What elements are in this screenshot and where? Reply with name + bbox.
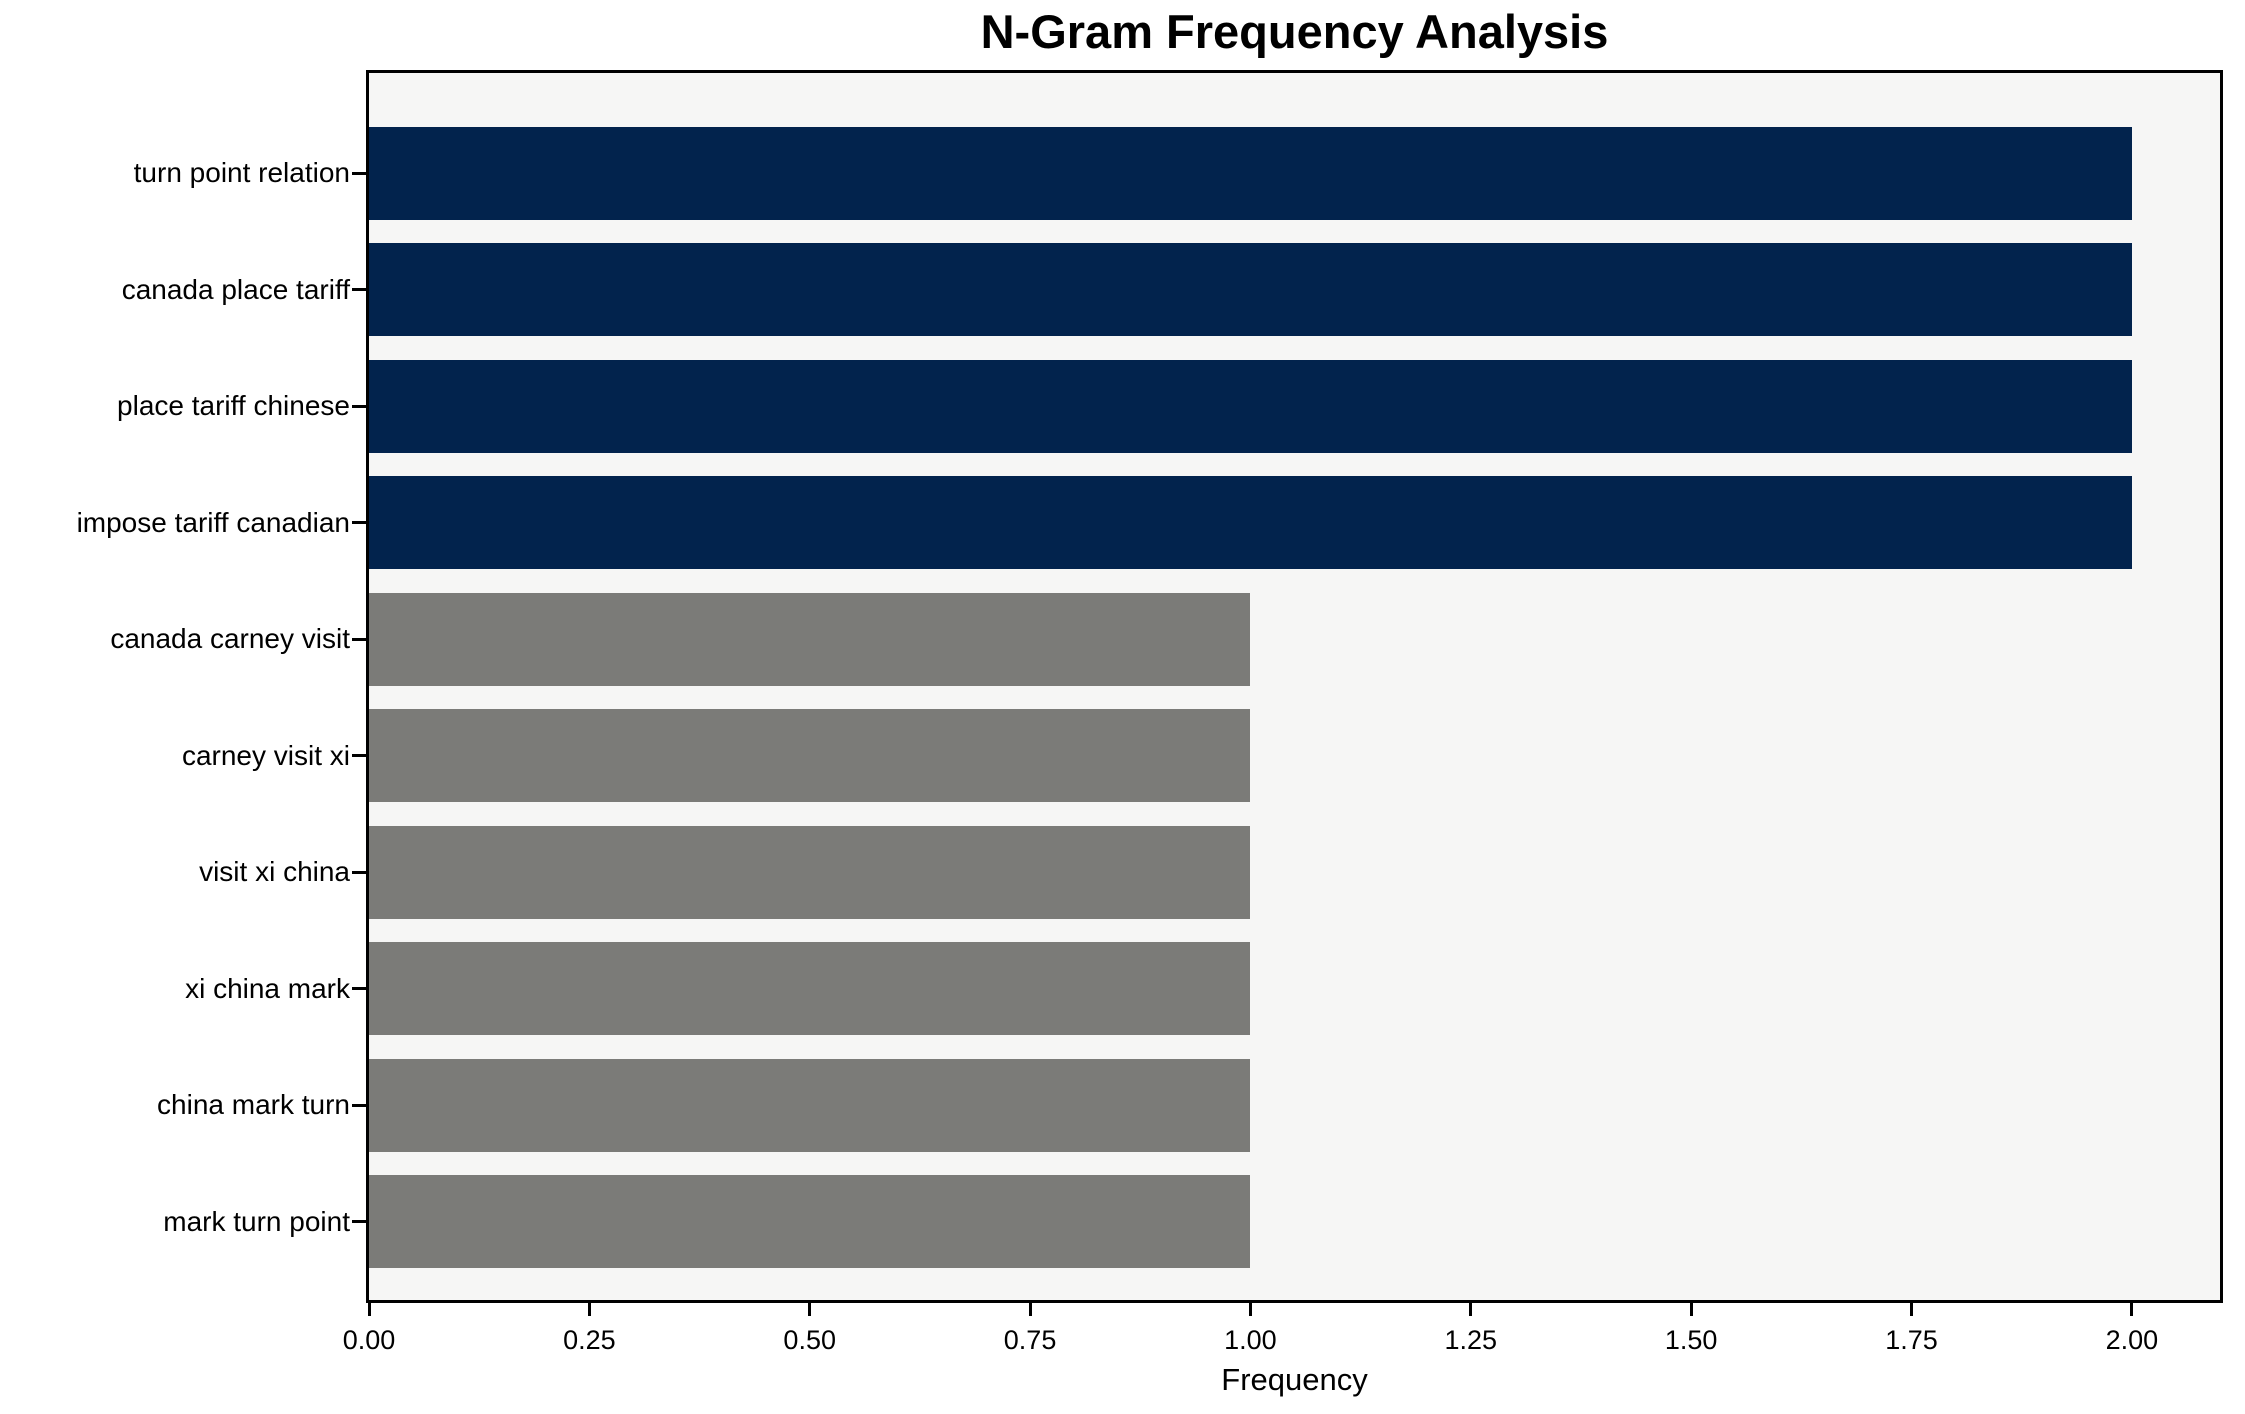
x-tick-label: 0.50 — [783, 1325, 836, 1355]
y-tick-label: carney visit xi — [181, 739, 350, 771]
bar-place-tariff-chinese — [369, 359, 2132, 453]
y-tick-label: turn point relation — [133, 157, 350, 189]
y-tick-mark — [352, 288, 366, 292]
y-tick-mark — [352, 1220, 366, 1224]
x-tick-mark — [1028, 1303, 1032, 1316]
x-tick-mark — [1689, 1303, 1693, 1316]
y-tick-mark — [352, 870, 366, 874]
bars-container — [369, 73, 2220, 1300]
x-tick-label: 0.25 — [563, 1325, 616, 1355]
plot-area — [366, 70, 2223, 1303]
y-tick-mark — [352, 637, 366, 641]
x-tick-label: 1.75 — [1885, 1325, 1938, 1355]
y-tick-label: place tariff chinese — [117, 390, 350, 422]
x-tick-mark — [1910, 1303, 1913, 1316]
y-tick-label: mark turn point — [163, 1205, 350, 1237]
bar-canada-place-tariff — [369, 243, 2132, 337]
x-tick-label: 0.75 — [1003, 1325, 1057, 1355]
y-tick-label: china mark turn — [157, 1089, 350, 1121]
bar-row — [369, 115, 2220, 232]
y-tick-mark — [352, 754, 366, 758]
y-tick-label: xi china mark — [185, 972, 350, 1004]
x-tick-label: 1.00 — [1224, 1325, 1277, 1355]
x-tick-mark — [1469, 1303, 1473, 1316]
x-tick-mark — [808, 1303, 812, 1316]
bar-row — [369, 698, 2220, 815]
bar-row — [369, 1164, 2220, 1281]
bar-carney-visit-xi — [369, 709, 1251, 803]
bar-turn-point-relation — [369, 126, 2132, 220]
bar-row — [369, 465, 2220, 582]
bar-mark-turn-point — [369, 1175, 1251, 1269]
y-tick-mark — [352, 1103, 366, 1107]
bar-row — [369, 814, 2220, 931]
x-tick-mark — [587, 1303, 591, 1316]
x-tick-label: 0.00 — [342, 1325, 396, 1355]
bar-row — [369, 931, 2220, 1048]
bar-row — [369, 348, 2220, 465]
x-tick-mark — [1248, 1303, 1252, 1316]
bar-row — [369, 1047, 2220, 1164]
x-tick-mark — [367, 1303, 371, 1316]
y-tick-label: canada carney visit — [110, 623, 350, 655]
bar-row — [369, 232, 2220, 349]
x-tick-label: 1.50 — [1664, 1325, 1718, 1355]
chart-title: N-Gram Frequency Analysis — [980, 5, 1609, 58]
y-tick-label: visit xi china — [199, 856, 350, 888]
x-axis-label: Frequency — [1221, 1362, 1368, 1397]
y-tick-mark — [352, 521, 366, 525]
bar-impose-tariff-canadian — [369, 476, 2132, 570]
x-tick-mark — [2130, 1303, 2134, 1316]
y-tick-label: impose tariff canadian — [76, 506, 350, 538]
y-tick-label: canada place tariff — [121, 273, 350, 305]
bar-china-mark-turn — [369, 1058, 1251, 1152]
x-tick-label: 2.00 — [2105, 1325, 2159, 1355]
y-tick-mark — [352, 171, 366, 175]
y-tick-mark — [352, 987, 366, 991]
bar-row — [369, 581, 2220, 698]
x-tick-label: 1.25 — [1444, 1325, 1498, 1355]
bar-canada-carney-visit — [369, 592, 1251, 686]
y-tick-mark — [352, 404, 366, 408]
bar-xi-china-mark — [369, 942, 1251, 1036]
bar-visit-xi-china — [369, 825, 1251, 919]
